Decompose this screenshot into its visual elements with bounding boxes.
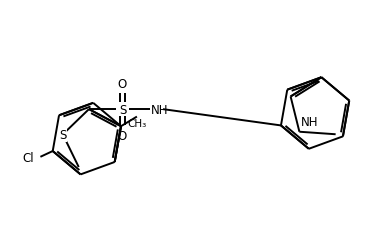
Text: NH: NH [301, 115, 319, 128]
Text: NH: NH [151, 103, 168, 116]
Text: CH₃: CH₃ [127, 119, 147, 129]
Text: Cl: Cl [23, 152, 35, 165]
Text: S: S [119, 103, 126, 116]
Text: O: O [118, 129, 127, 142]
Text: O: O [118, 77, 127, 90]
Text: S: S [59, 128, 66, 141]
